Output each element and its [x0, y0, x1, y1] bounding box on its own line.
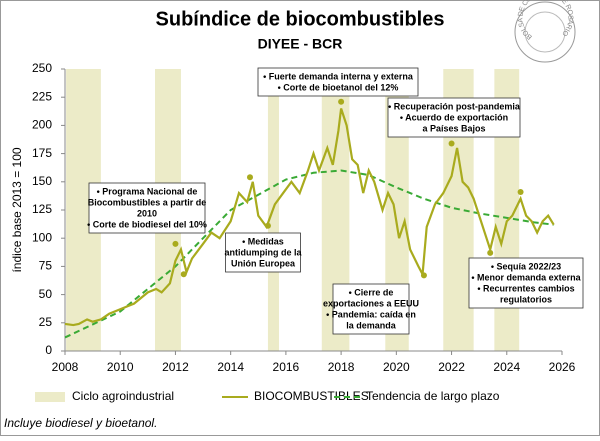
legend-label: BIOCOMBUSTIBLES — [254, 389, 369, 403]
y-tick-label: 250 — [32, 61, 52, 75]
x-tick-label: 2020 — [383, 360, 410, 374]
logo-ring — [514, 1, 576, 63]
x-tick-label: 2026 — [549, 360, 576, 374]
annotation-text: • Menor demanda externa — [471, 272, 581, 282]
legend-swatch — [35, 392, 65, 402]
x-tick-label: 2016 — [273, 360, 300, 374]
annotation-text: antidumping de la — [224, 247, 302, 257]
annotation-text: la demanda — [346, 320, 397, 330]
annotation-text: 2010 — [137, 208, 157, 218]
annotation-text: • Cierre de — [349, 287, 394, 297]
x-tick-label: 2008 — [52, 360, 79, 374]
annotation-text: • Recurrentes cambios — [477, 283, 574, 293]
annotation-box — [88, 182, 206, 234]
annotation-dot — [180, 271, 187, 278]
x-tick-label: 2018 — [328, 360, 355, 374]
cycle-band — [385, 69, 409, 351]
annotation-text: a Países Bajos — [422, 123, 485, 133]
annotation-text: Biocombustibles a partir de — [88, 197, 207, 207]
annotation-text: Unión Europea — [231, 258, 296, 268]
annotation-text: exportaciones a EEUU — [323, 298, 419, 308]
annotation: • Sequía 2022/23• Menor demanda externa•… — [468, 257, 584, 309]
annotation-dot — [420, 272, 427, 279]
series-line — [64, 108, 555, 327]
annotation-text: • Recuperación post-pandemia — [388, 101, 521, 111]
annotation-text: • Corte de bioetanol del 12% — [278, 82, 399, 92]
x-tick-label: 2010 — [107, 360, 134, 374]
chart-subtitle: DIYEE - BCR — [258, 36, 343, 52]
x-tick-label: 2014 — [217, 360, 244, 374]
series-line — [64, 169, 554, 339]
annotation-text: • Sequía 2022/23 — [491, 261, 561, 271]
annotation-box — [387, 97, 521, 138]
annotation: • Fuerte demanda interna y externa• Cort… — [257, 67, 419, 97]
y-tick-label: 225 — [32, 89, 52, 103]
x-tick-label: 2012 — [162, 360, 189, 374]
y-tick-label: 25 — [39, 315, 53, 329]
annotation-text: • Acuerdo de exportación — [400, 112, 508, 122]
annotation-box — [225, 232, 301, 273]
y-tick-label: 50 — [39, 287, 53, 301]
chart-title: Subíndice de biocombustibles — [156, 8, 445, 30]
legend-label: Ciclo agroindustrial — [72, 389, 174, 403]
annotation-text: • Corte de biodiesel del 10% — [87, 219, 207, 229]
y-tick-label: 150 — [32, 174, 52, 188]
annotation-dot — [246, 174, 253, 181]
x-tick-label: 2022 — [438, 360, 465, 374]
annotation-dot — [487, 249, 494, 256]
y-tick-label: 75 — [39, 259, 53, 273]
legend-label: Tendencia de largo plazo — [366, 389, 500, 403]
annotation-text: • Programa Nacional de — [97, 186, 198, 196]
annotation-box — [468, 257, 584, 309]
annotation-dot — [172, 240, 179, 247]
logo-ring — [524, 11, 566, 53]
annotation-text: • Pandemia: caída en — [326, 309, 416, 319]
annotation-dot — [517, 188, 524, 195]
x-tick-label: 2024 — [493, 360, 520, 374]
annotation-text: • Fuerte demanda interna y externa — [263, 71, 414, 81]
annotation-box — [257, 67, 419, 97]
annotation-dot — [338, 98, 345, 105]
y-tick-label: 0 — [45, 343, 52, 357]
annotation-text: regulatorios — [500, 294, 552, 304]
y-tick-label: 125 — [32, 202, 52, 216]
y-tick-label: 100 — [32, 230, 52, 244]
y-axis-label: índice base 2013 = 100 — [10, 147, 24, 272]
annotation-dot — [448, 140, 455, 147]
footnote: Incluye biodiesel y bioetanol. — [4, 416, 157, 430]
y-tick-label: 200 — [32, 118, 52, 132]
annotation: • Recuperación post-pandemia• Acuerdo de… — [387, 97, 521, 138]
annotation-text: • Medidas — [242, 236, 284, 246]
annotation-dot — [264, 222, 271, 229]
y-tick-label: 175 — [32, 146, 52, 160]
annotation-box — [332, 283, 410, 335]
